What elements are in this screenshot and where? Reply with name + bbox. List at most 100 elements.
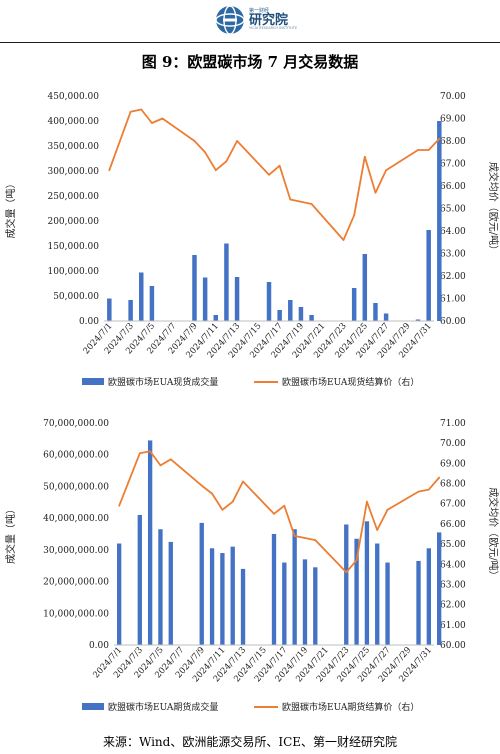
bar bbox=[309, 315, 314, 321]
bar bbox=[375, 543, 380, 645]
spot-chart: 0.00 50,000.00 100,000.00 150,000.00 200,000… bbox=[4, 92, 500, 388]
price-point bbox=[149, 450, 152, 453]
price-point bbox=[193, 140, 196, 142]
price-point bbox=[138, 452, 141, 455]
y-left-tick-label: 0.00 bbox=[89, 641, 109, 651]
bar bbox=[302, 559, 308, 645]
y-right-tick-label: 70.00 bbox=[440, 92, 466, 102]
y-right-tick-label: 69.00 bbox=[440, 115, 466, 125]
y-right-tick-label: 66.00 bbox=[440, 182, 466, 192]
y-left-tick-label: 50,000.00 bbox=[53, 292, 99, 302]
y-left-axis-title: 成交量（吨） bbox=[4, 504, 17, 564]
price-point bbox=[278, 164, 281, 167]
bar bbox=[213, 315, 219, 321]
bar bbox=[437, 121, 442, 321]
legend-bar-label: 欧盟碳市场EUA现货成交量 bbox=[108, 376, 218, 388]
price-point bbox=[417, 149, 419, 151]
bar bbox=[230, 546, 235, 645]
price-point bbox=[236, 140, 238, 142]
bar bbox=[277, 310, 282, 321]
bar bbox=[224, 243, 229, 321]
price-point bbox=[314, 539, 317, 541]
price-point bbox=[427, 488, 430, 491]
bar bbox=[168, 541, 173, 645]
bar bbox=[271, 534, 277, 645]
price-point bbox=[385, 169, 387, 172]
y-right-tick-label: 63.00 bbox=[440, 580, 466, 590]
price-point bbox=[221, 508, 224, 511]
bar bbox=[436, 532, 442, 645]
y-right-tick-label: 65.00 bbox=[440, 205, 466, 215]
bar bbox=[288, 300, 293, 321]
price-point bbox=[159, 464, 162, 467]
globe-logo-icon bbox=[215, 5, 245, 35]
price-point bbox=[273, 512, 275, 515]
y-left-tick-label: 450,000.00 bbox=[47, 92, 99, 102]
bar bbox=[373, 303, 378, 321]
legend-line-label: 欧盟碳市场EUA现货结算价（右） bbox=[282, 376, 419, 388]
y-right-tick-label: 70.00 bbox=[440, 439, 466, 449]
bar bbox=[137, 514, 142, 645]
price-point bbox=[386, 508, 389, 511]
price-point bbox=[242, 480, 244, 483]
yicai-logo: 第一财经 研究院 YICAI RESEARCH INSTITUTE bbox=[214, 3, 297, 37]
bar bbox=[426, 548, 432, 645]
y-right-tick-label: 63.00 bbox=[440, 250, 466, 260]
price-point bbox=[300, 200, 302, 203]
price-point bbox=[268, 173, 270, 176]
y-right-axis-title: 成交均价（欧元/吨） bbox=[487, 162, 500, 255]
y-left-tick-label: 70,000,000.00 bbox=[43, 419, 109, 429]
bar bbox=[416, 560, 421, 645]
bar bbox=[209, 548, 215, 645]
y-right-tick-label: 64.00 bbox=[440, 227, 466, 237]
price-point bbox=[342, 239, 345, 241]
price-point bbox=[169, 458, 172, 461]
bar bbox=[116, 543, 122, 645]
bar bbox=[202, 277, 208, 321]
price-point bbox=[376, 529, 379, 531]
price-point bbox=[161, 117, 164, 120]
price-point bbox=[438, 476, 441, 479]
bar bbox=[313, 567, 318, 645]
legend-bar-swatch bbox=[82, 378, 104, 385]
y-left-tick-label: 300,000.00 bbox=[47, 167, 99, 177]
price-point bbox=[355, 559, 358, 562]
price-point bbox=[151, 122, 153, 124]
bar bbox=[147, 440, 153, 645]
price-point bbox=[140, 108, 143, 111]
y-right-tick-label: 67.00 bbox=[440, 500, 466, 510]
bar bbox=[139, 272, 144, 321]
y-left-tick-label: 350,000.00 bbox=[47, 142, 99, 152]
price-point bbox=[204, 151, 207, 154]
price-point bbox=[366, 500, 368, 503]
y-left-tick-label: 40,000,000.00 bbox=[43, 514, 109, 524]
price-point bbox=[417, 490, 420, 493]
price-point bbox=[200, 484, 203, 487]
y-right-tick-label: 64.00 bbox=[440, 560, 466, 570]
price-line bbox=[118, 450, 440, 574]
bar bbox=[240, 568, 246, 645]
price-point bbox=[438, 137, 441, 140]
price-point bbox=[345, 571, 348, 574]
logo-main-text: 研究院 bbox=[249, 13, 289, 29]
price-point bbox=[374, 191, 377, 194]
y-left-tick-label: 50,000,000.00 bbox=[43, 482, 109, 492]
y-left-tick-label: 60,000,000.00 bbox=[43, 451, 109, 461]
price-point bbox=[363, 155, 366, 158]
y-right-tick-label: 61.00 bbox=[440, 295, 466, 305]
header: 第一财经 研究院 YICAI RESEARCH INSTITUTE bbox=[0, 0, 500, 44]
bar bbox=[292, 529, 297, 645]
bar bbox=[220, 553, 225, 645]
futures-chart: 0.00 10,000,000.00 20,000,000.00 30,000,000… bbox=[4, 419, 500, 713]
y-left-axis-title: 成交量（吨） bbox=[4, 179, 17, 239]
header-divider bbox=[0, 42, 500, 43]
price-point bbox=[118, 504, 121, 507]
bar bbox=[298, 307, 304, 321]
figure-title: 图 9：欧盟碳市场 7 月交易数据 bbox=[141, 53, 359, 71]
price-point bbox=[283, 504, 286, 507]
price-point bbox=[225, 160, 228, 163]
y-right-tick-label: 69.00 bbox=[440, 459, 466, 469]
bar bbox=[149, 286, 155, 321]
price-point bbox=[129, 110, 132, 113]
bar bbox=[192, 255, 197, 321]
